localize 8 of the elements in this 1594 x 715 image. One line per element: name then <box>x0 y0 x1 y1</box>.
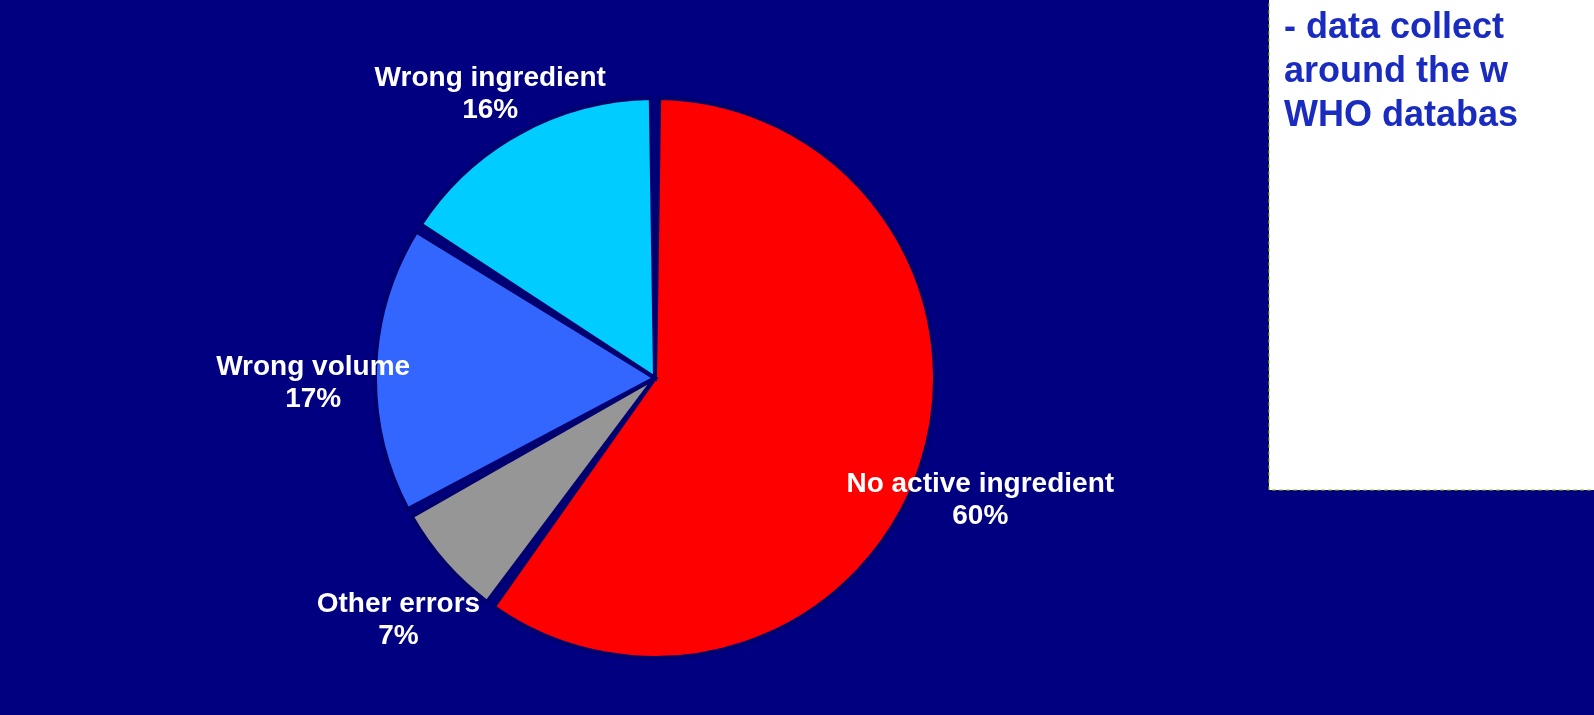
slice-label: Other errors <box>316 587 481 619</box>
data-label: 17% <box>285 382 342 414</box>
data-label: 7% <box>378 619 419 651</box>
slice-label: Wrong volume <box>216 350 411 382</box>
data-label: 60% <box>952 498 1009 530</box>
slice-label: Wrong ingredient <box>374 61 606 93</box>
data-label: 16% <box>462 93 519 125</box>
text: - data collect around the w WHO databas <box>1284 5 1519 134</box>
